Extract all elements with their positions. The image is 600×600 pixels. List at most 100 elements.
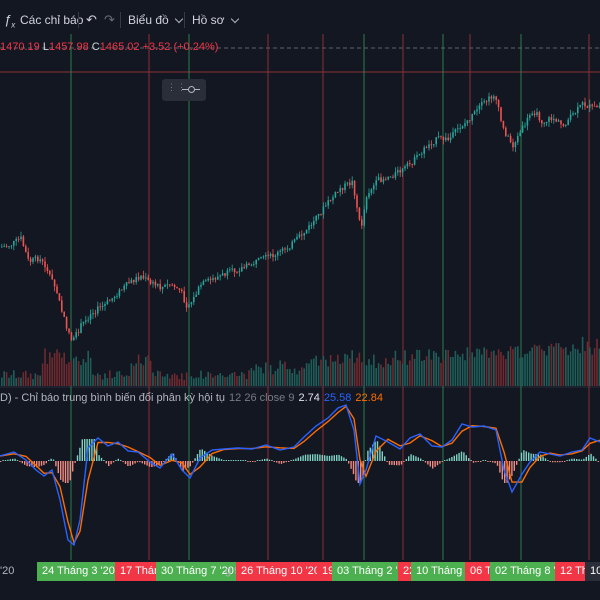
macd-hist-bar — [518, 458, 520, 461]
candle-body — [413, 157, 416, 165]
candle-body — [430, 144, 433, 146]
macd-hist-bar — [158, 461, 160, 466]
indicator-fx-icon[interactable]: ƒx — [4, 12, 16, 30]
macd-hist-bar — [124, 461, 127, 465]
candle-body — [289, 248, 291, 250]
macd-legend[interactable]: D) - Chỉ báo trung bình biến đổi phân kỳ… — [0, 392, 383, 404]
candle-body — [233, 268, 236, 273]
macd-hist-bar — [211, 455, 213, 461]
macd-hist-bar — [148, 461, 151, 467]
candle-body — [512, 142, 514, 148]
macd-hist-bar — [225, 460, 227, 461]
volume-bar — [553, 346, 555, 386]
macd-hist-bar — [444, 460, 446, 461]
volume-bar — [507, 351, 509, 386]
candle-body — [169, 284, 171, 286]
candle-body — [562, 124, 565, 126]
candle-body — [80, 323, 82, 333]
candle-body — [529, 115, 531, 118]
macd-hist-bar — [194, 458, 196, 461]
volume-bar — [529, 351, 531, 386]
volume-bar — [536, 346, 538, 386]
candle-body — [459, 128, 461, 130]
time-axis[interactable]: '20 24 Tháng 3 '20 17 Tháng 30 Tháng 7 '20 g… — [0, 560, 600, 600]
volume-bar — [15, 378, 17, 386]
volume-bar — [531, 347, 533, 386]
toolbar-divider — [78, 12, 79, 28]
candle-body — [293, 239, 296, 242]
macd-hist-bar — [540, 454, 542, 461]
macd-hist-bar — [12, 458, 14, 461]
chart-menu-button[interactable]: Biểu đồ — [128, 6, 183, 34]
candle-body — [248, 263, 250, 266]
volume-bar — [346, 354, 349, 386]
candle-body — [339, 188, 341, 192]
macd-hist-bar — [223, 460, 225, 461]
macd-hist-bar — [259, 460, 261, 461]
drag-handle-icon[interactable]: ⋮⋮ — [167, 82, 187, 92]
macd-hist-bar — [408, 456, 410, 461]
volume-bar — [272, 374, 274, 386]
candle-body — [58, 293, 61, 301]
macd-hist-bar — [544, 458, 547, 461]
candle-body — [13, 240, 15, 246]
volume-bar — [519, 357, 521, 386]
candle-body — [370, 189, 373, 194]
macd-hist-bar — [547, 460, 549, 461]
macd-hist-bar — [170, 453, 172, 461]
candle-body — [315, 215, 317, 221]
macd-hist-bar — [19, 461, 21, 462]
volume-bar — [125, 375, 128, 386]
macd-hist-bar — [230, 460, 232, 461]
redo-icon[interactable]: ↷ — [104, 12, 115, 27]
macd-hist-bar — [136, 461, 139, 463]
volume-bar — [245, 379, 248, 386]
macd-hist-bar — [573, 458, 575, 461]
floating-drawing-toolbar[interactable]: ⋮⋮ — [162, 79, 206, 101]
macd-hist-bar — [391, 461, 393, 465]
macd-hist-bar — [494, 461, 496, 464]
macd-hist-bar — [232, 460, 235, 461]
candle-body — [514, 142, 517, 148]
macd-hist-bar — [208, 453, 211, 461]
volume-bar — [238, 375, 241, 386]
macd-hist-bar — [309, 454, 311, 461]
candle-body — [481, 102, 483, 106]
candle-body — [317, 214, 320, 216]
candle-body — [409, 163, 411, 165]
profile-menu-button[interactable]: Hồ sơ — [192, 6, 239, 34]
candle-body — [193, 296, 195, 303]
candle-body — [262, 256, 265, 258]
volume-bar — [176, 375, 178, 386]
candle-body — [46, 267, 49, 271]
volume-bar — [481, 354, 483, 386]
macd-hist-bar — [436, 461, 439, 466]
candle-body — [433, 144, 435, 146]
macd-hist-bar — [561, 461, 563, 462]
volume-bar — [147, 355, 149, 386]
macd-hist-bar — [523, 450, 525, 461]
macd-hist-bar — [31, 461, 33, 467]
indicators-button[interactable]: Các chỉ báo — [20, 13, 84, 27]
macd-hist-bar — [393, 461, 395, 466]
volume-bar — [229, 374, 231, 386]
macd-hist-bar — [482, 460, 484, 461]
macd-hist-bar — [338, 454, 340, 461]
macd-hist-bar — [40, 461, 43, 466]
candle-body — [581, 102, 584, 105]
undo-icon[interactable]: ↶ — [86, 12, 97, 27]
volume-bar — [94, 375, 97, 386]
candle-body — [113, 296, 116, 299]
macd-hist-bar — [278, 461, 280, 464]
macd-hist-bar — [14, 458, 16, 461]
macd-hist-bar — [105, 461, 107, 464]
candle-body — [61, 300, 63, 312]
candle-body — [65, 316, 68, 329]
candle-body — [231, 268, 233, 270]
candle-body — [548, 117, 550, 122]
volume-bar — [109, 370, 111, 386]
macd-hist-bar — [386, 461, 388, 462]
macd-title: D) - Chỉ báo trung bình biến đổi phân kỳ… — [0, 392, 226, 404]
macd-hist-bar — [592, 456, 595, 461]
